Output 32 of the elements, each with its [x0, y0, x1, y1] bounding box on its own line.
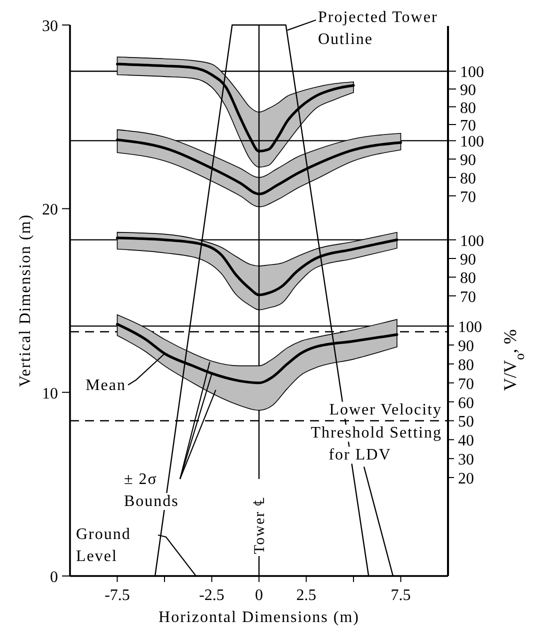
y-tick-label: 100 — [460, 64, 484, 82]
y-tick-label: 80 — [460, 100, 476, 117]
y-tick-label: 100 — [460, 232, 484, 250]
y-tick-label: 90 — [460, 251, 476, 268]
y-tick-label: 100 — [460, 134, 484, 151]
x-tick-label: 2.5 — [296, 587, 316, 604]
x-tick-label: 7.5 — [390, 587, 411, 604]
x-axis-title: Horizontal Dimensions (m) — [158, 609, 360, 626]
annotation: Projected Tower Outline — [318, 9, 438, 48]
y-tick-label: 80 — [460, 270, 476, 288]
y2-tick-label: 40 — [458, 432, 474, 450]
y-axis-title: Vertical Dimension (m) — [17, 214, 34, 388]
annotation: Mean — [86, 377, 126, 394]
y-tick-label: 80 — [460, 170, 476, 188]
annotation: Ground Level — [76, 526, 131, 565]
y-tick-label: 30 — [42, 18, 58, 35]
y-tick-label: 0 — [50, 569, 58, 586]
ref-line-label: Lower Velocity Threshold Setting for LDV — [310, 402, 442, 464]
x-tick-label: 0 — [255, 587, 263, 604]
ref-line-label: Tower ℄ — [252, 496, 268, 554]
annotation: ± 2σ Bounds — [124, 471, 179, 510]
y2-tick-label: 50 — [458, 414, 474, 431]
y-tick-label: 10 — [42, 385, 58, 402]
x-tick-label: -2.5 — [199, 587, 224, 604]
y-tick-label: 90 — [460, 152, 476, 170]
x-tick-label: -7.5 — [104, 587, 130, 604]
y-tick-label: 90 — [460, 82, 476, 99]
y-tick-label: 20 — [42, 202, 58, 219]
y2-tick-label: 60 — [458, 394, 474, 412]
y-tick-label: 70 — [460, 288, 476, 306]
y-tick-label: 70 — [460, 188, 476, 206]
y-tick-label: 70 — [460, 118, 476, 135]
